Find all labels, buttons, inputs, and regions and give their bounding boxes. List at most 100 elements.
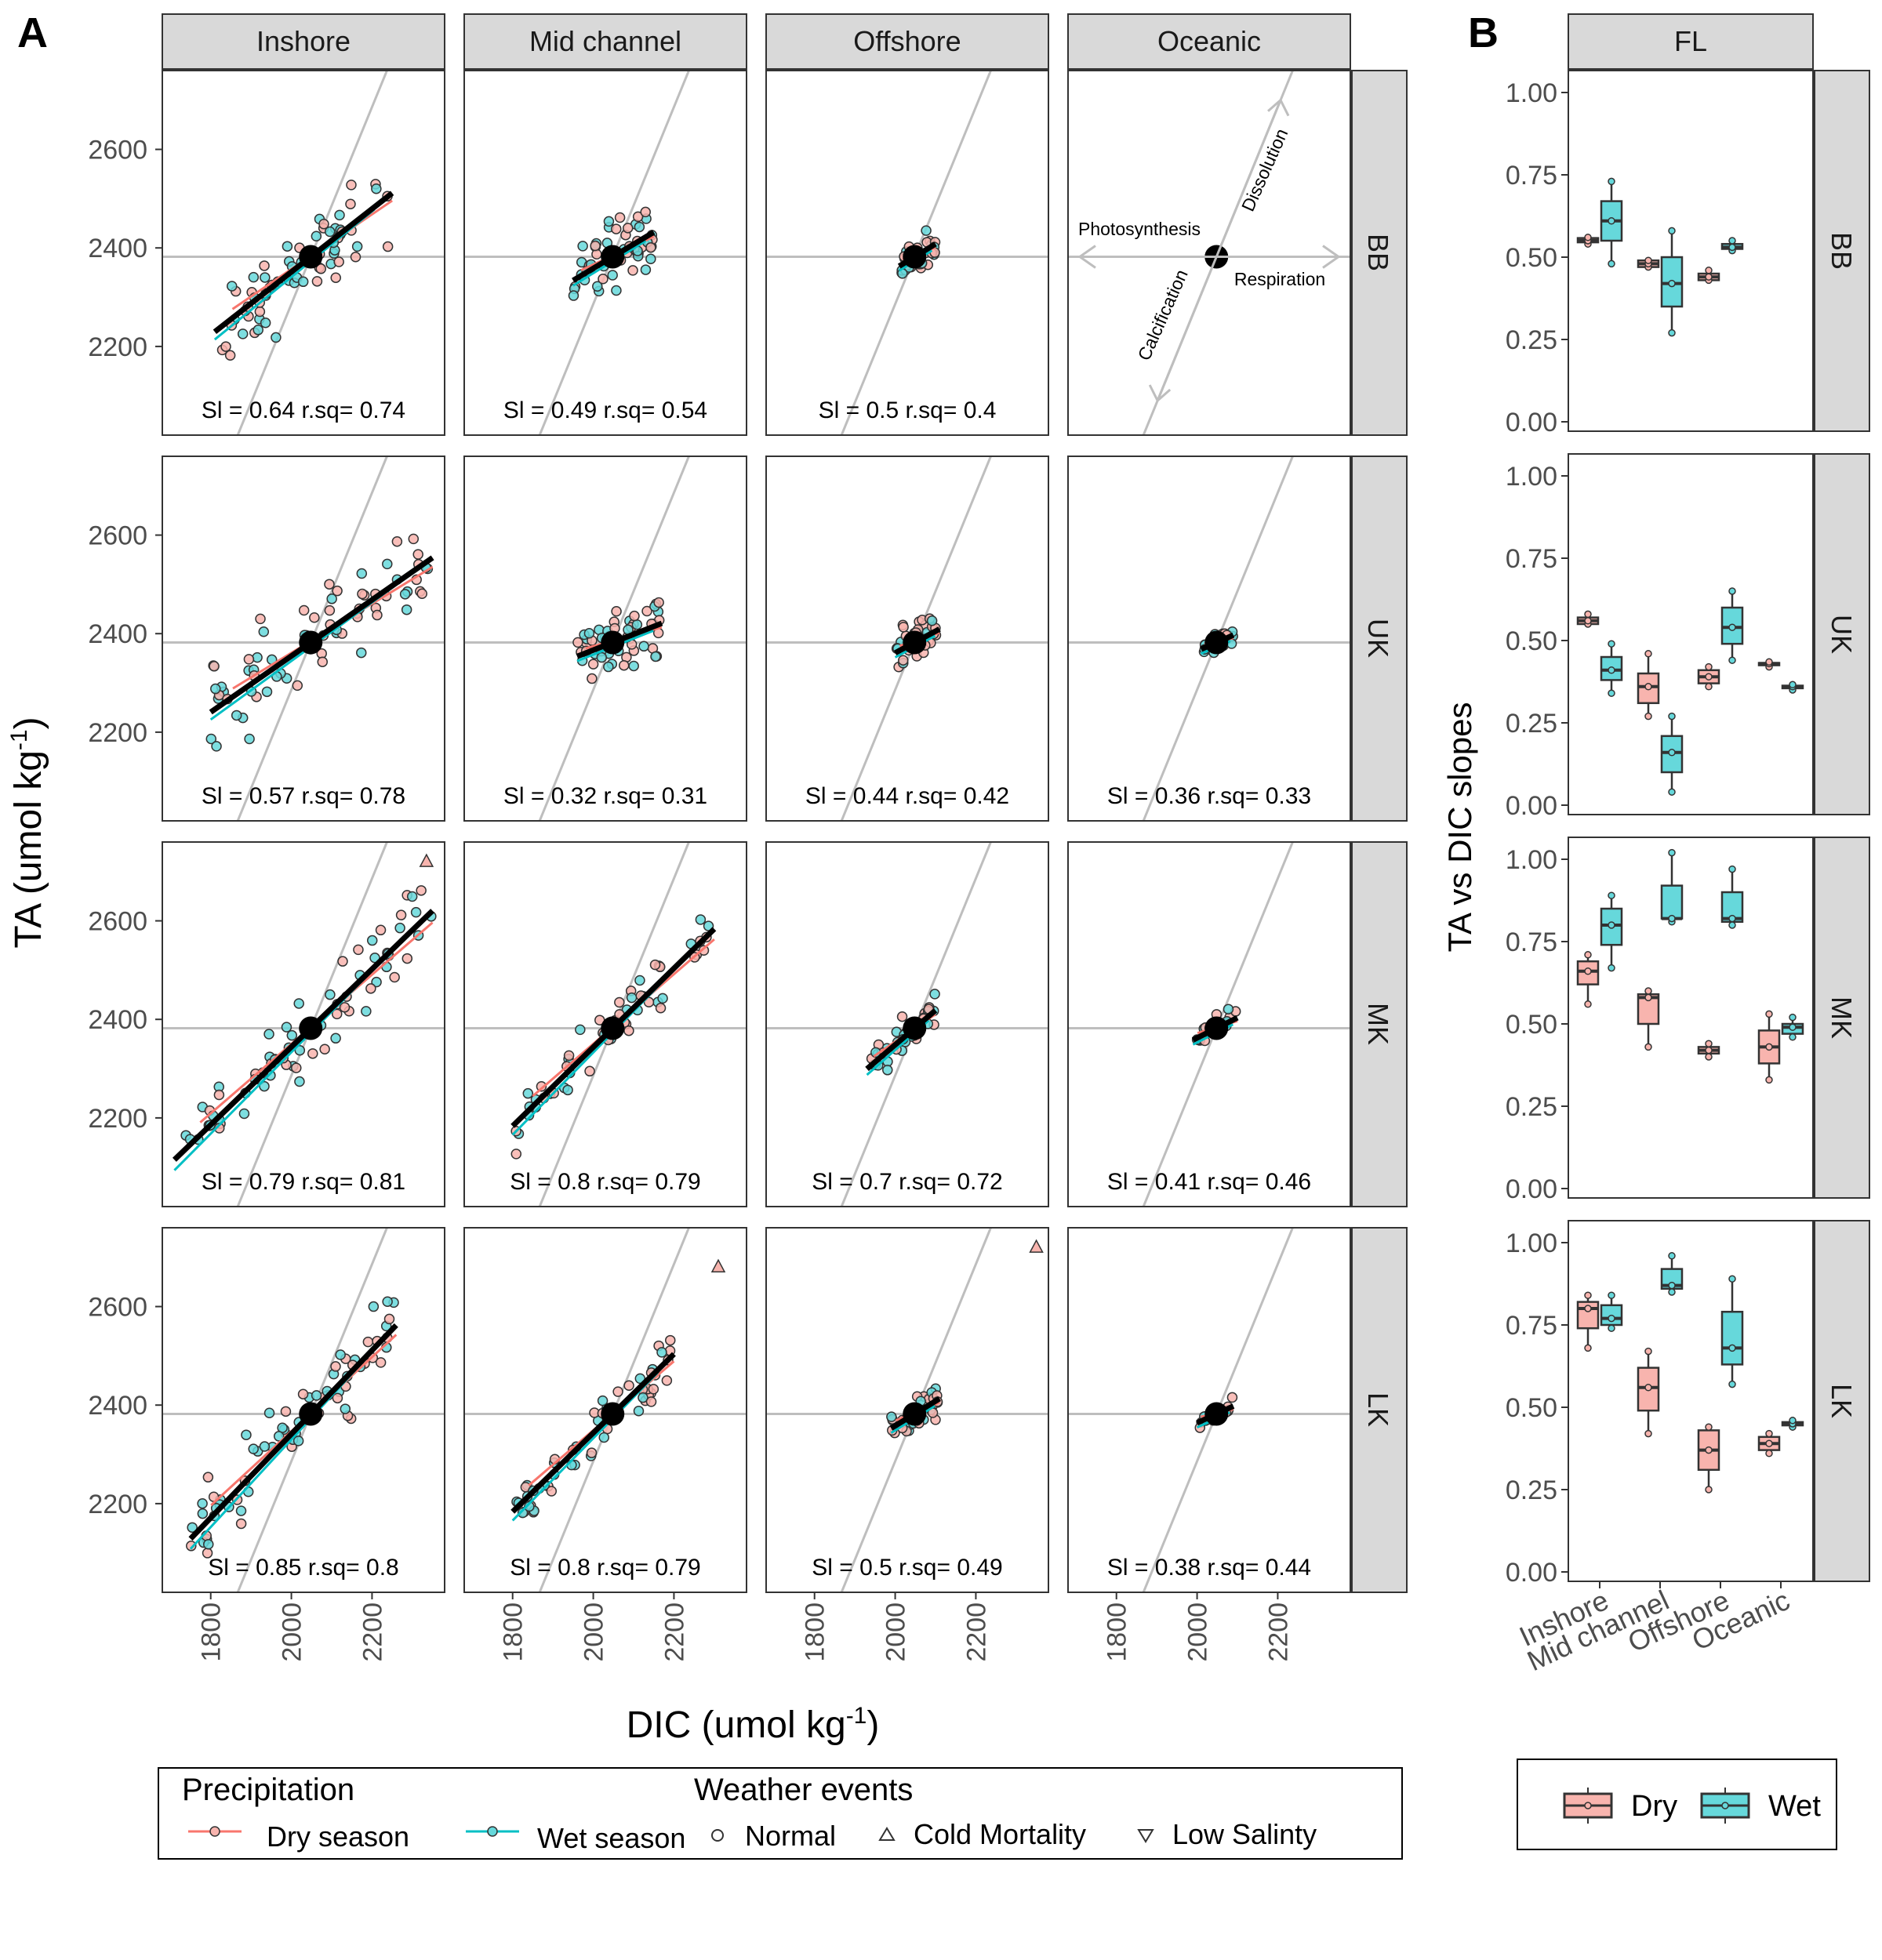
box-point <box>1668 1252 1676 1260</box>
arrow-calcification <box>1156 256 1218 401</box>
data-point <box>517 1507 529 1519</box>
data-point <box>590 240 601 252</box>
data-point <box>235 1518 247 1530</box>
data-point <box>325 989 336 1000</box>
stats-label: Sl = 0.32 r.sq= 0.31 <box>503 783 707 809</box>
box-oceanic-wet <box>1781 1417 1804 1431</box>
data-point <box>365 983 376 994</box>
stats-label: Sl = 0.79 r.sq= 0.81 <box>202 1169 405 1195</box>
data-point <box>607 270 618 281</box>
box-point <box>1705 1486 1713 1494</box>
box-facet-background <box>1568 454 1813 815</box>
facet-uk-oceanic: Sl = 0.36 r.sq= 0.33 <box>1067 456 1351 822</box>
stats-label: Sl = 0.5 r.sq= 0.4 <box>819 397 997 423</box>
data-point <box>886 1411 897 1422</box>
box-point <box>1608 921 1615 929</box>
strip-fl: FL <box>1568 13 1814 70</box>
legend-cold-mortality: Cold Mortality <box>914 1818 1086 1850</box>
box-point <box>1644 712 1652 720</box>
data-point <box>259 260 270 271</box>
data-point <box>205 733 217 745</box>
data-point <box>330 272 341 283</box>
facet-plot-area <box>464 456 747 821</box>
data-point <box>335 1349 346 1360</box>
center-point <box>601 630 625 655</box>
box-mid-channel-wet <box>1660 712 1684 796</box>
data-point <box>598 1432 610 1443</box>
y-tick-label: 2200 <box>88 718 147 748</box>
box-point <box>1668 1288 1676 1296</box>
data-point <box>618 659 630 671</box>
data-point <box>572 637 583 648</box>
data-point <box>603 216 615 227</box>
data-point <box>626 992 638 1004</box>
data-point <box>220 341 231 352</box>
x-tick-label: 2200 <box>358 1602 387 1662</box>
box-point <box>1728 656 1736 664</box>
box-point <box>1765 1043 1773 1051</box>
row-strip-label: UK <box>1362 619 1394 658</box>
box-point <box>1584 1344 1592 1352</box>
y-tick-label: 2200 <box>88 332 147 362</box>
facet-uk-offshore: Sl = 0.44 r.sq= 0.42 <box>765 456 1049 822</box>
legend-low-salinity: Low Salinty <box>1172 1818 1317 1850</box>
data-point <box>203 1539 214 1550</box>
data-point <box>401 604 412 615</box>
data-point <box>614 996 625 1008</box>
data-point <box>292 1436 304 1446</box>
facet-border <box>1067 841 1351 1207</box>
data-point <box>634 221 645 233</box>
data-point <box>416 885 427 896</box>
data-point <box>317 656 329 667</box>
box-oceanic-wet <box>1781 681 1804 694</box>
col-strip-label: Mid channel <box>529 25 681 57</box>
y-tick-label: 1.00 <box>1506 462 1557 492</box>
data-point <box>645 241 656 253</box>
box-point <box>1608 964 1615 972</box>
box-point <box>1608 689 1615 697</box>
data-point <box>650 651 661 662</box>
col-strip-label: Offshore <box>853 25 961 57</box>
row-strip-label: UK <box>1826 615 1858 654</box>
data-point <box>238 1108 250 1120</box>
data-point <box>197 1497 208 1509</box>
box-point <box>1608 260 1615 268</box>
data-point <box>416 588 427 600</box>
data-point <box>292 680 303 691</box>
facet-lk-offshore: Sl = 0.5 r.sq= 0.49 <box>765 1227 1049 1599</box>
facet-border <box>463 841 747 1207</box>
data-point <box>622 223 634 234</box>
col-strip-offshore: Offshore <box>765 13 1049 70</box>
data-point <box>346 180 357 191</box>
facet-border <box>765 70 1049 436</box>
box-mid-channel-dry <box>1637 1347 1660 1438</box>
box-offshore-dry <box>1697 267 1720 285</box>
stats-label: Sl = 0.36 r.sq= 0.33 <box>1107 783 1311 809</box>
data-point <box>653 597 664 608</box>
box-offshore-wet <box>1720 587 1744 664</box>
box-point <box>1584 234 1592 241</box>
col-strip-oceanic: Oceanic <box>1067 13 1351 70</box>
x-tick-label: 1800 <box>197 1602 227 1662</box>
data-point <box>614 212 626 223</box>
data-point <box>280 1406 292 1417</box>
box-point <box>1608 891 1615 899</box>
facet-mk-oceanic: Sl = 0.41 r.sq= 0.46 <box>1067 841 1351 1207</box>
scatter-facets: Sl = 0.64 r.sq= 0.74 Sl = 0.49 r.sq= 0.54… <box>155 70 1351 1599</box>
legend-normal: Normal <box>745 1820 836 1852</box>
data-point <box>259 1441 271 1452</box>
box-point <box>1668 848 1676 857</box>
box-facets: 0.00 0.25 0.50 0.75 1.00 0.00 0.25 0.50 0.75 1.00… <box>1506 70 1814 1588</box>
box-facet-uk: 0.00 0.25 0.50 0.75 1.00 <box>1506 453 1814 821</box>
facet-plot-area <box>1068 71 1350 435</box>
strip-fl-label: FL <box>1674 25 1707 57</box>
overall-fit-line <box>865 1007 938 1072</box>
data-point <box>330 1361 341 1372</box>
data-point <box>237 328 249 339</box>
data-point <box>562 1084 573 1096</box>
box-point <box>1765 1010 1773 1018</box>
data-point <box>254 306 266 318</box>
x-tick-label: 2000 <box>278 1602 307 1662</box>
data-point <box>638 641 649 652</box>
y-tick-label: 0.00 <box>1506 791 1557 821</box>
